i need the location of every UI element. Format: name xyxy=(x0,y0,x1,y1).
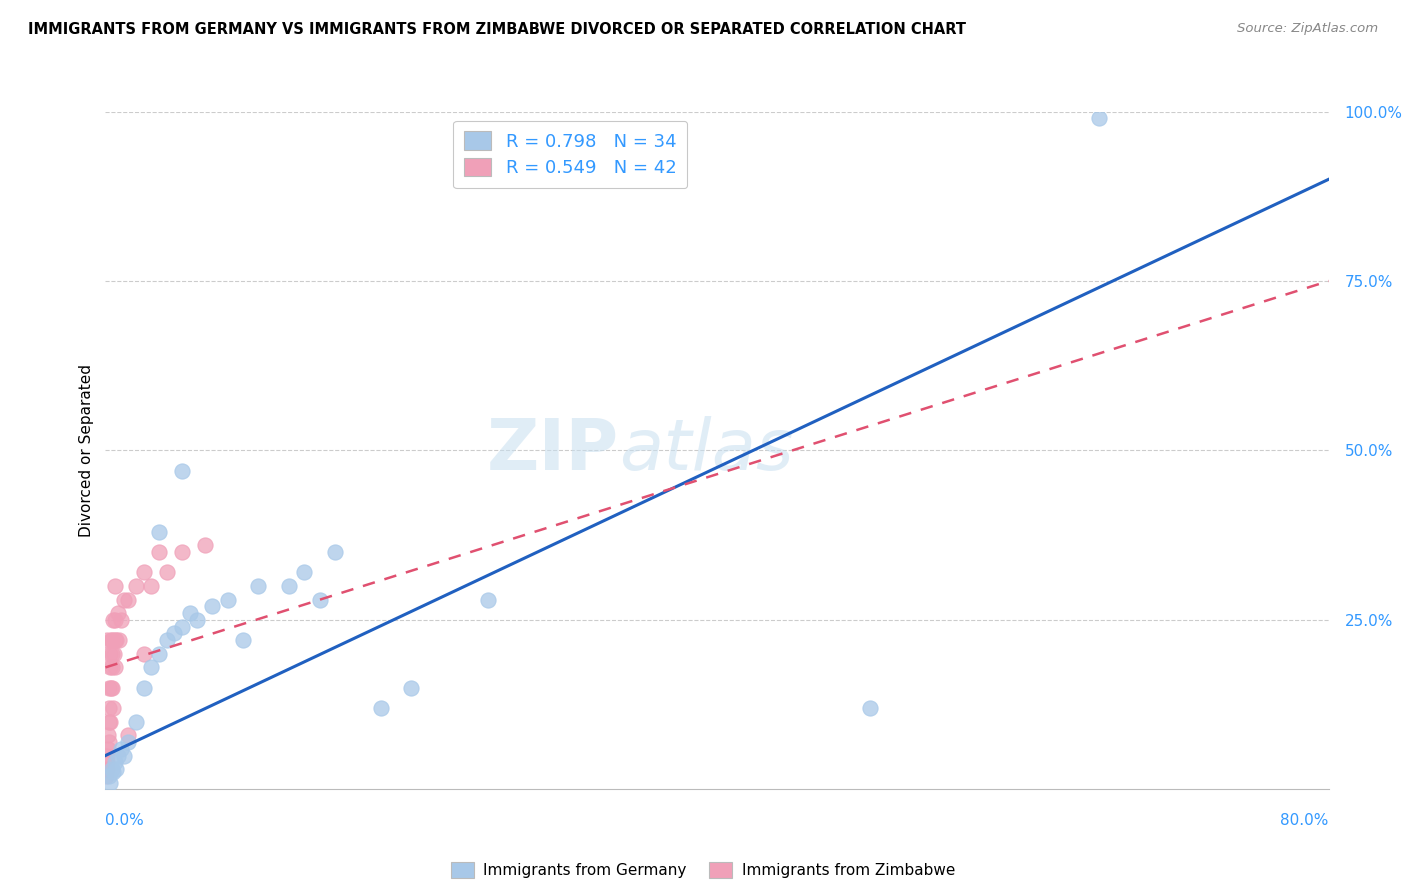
Point xyxy=(98,714,121,729)
Point xyxy=(96,769,118,783)
Point xyxy=(98,775,121,789)
Point xyxy=(97,741,120,756)
Point xyxy=(96,756,118,770)
Point xyxy=(100,681,122,695)
Point xyxy=(107,606,129,620)
Point xyxy=(105,762,128,776)
Text: Source: ZipAtlas.com: Source: ZipAtlas.com xyxy=(1237,22,1378,36)
Point xyxy=(104,660,127,674)
Point xyxy=(278,579,301,593)
Point xyxy=(107,748,129,763)
Text: IMMIGRANTS FROM GERMANY VS IMMIGRANTS FROM ZIMBABWE DIVORCED OR SEPARATED CORREL: IMMIGRANTS FROM GERMANY VS IMMIGRANTS FR… xyxy=(28,22,966,37)
Point xyxy=(98,701,121,715)
Point xyxy=(292,566,315,580)
Point xyxy=(323,545,346,559)
Point xyxy=(98,660,121,674)
Point xyxy=(170,464,193,478)
Point xyxy=(97,728,120,742)
Point xyxy=(101,613,124,627)
Point xyxy=(96,762,118,776)
Point xyxy=(247,579,270,593)
Point xyxy=(399,681,422,695)
Y-axis label: Divorced or Separated: Divorced or Separated xyxy=(79,364,94,537)
Point xyxy=(100,647,122,661)
Point xyxy=(101,765,124,780)
Point xyxy=(110,613,132,627)
Point xyxy=(104,633,127,648)
Text: 80.0%: 80.0% xyxy=(1281,814,1329,828)
Point xyxy=(104,756,127,770)
Point xyxy=(100,660,122,674)
Point xyxy=(132,566,155,580)
Point xyxy=(163,626,186,640)
Point xyxy=(217,592,239,607)
Legend: Immigrants from Germany, Immigrants from Zimbabwe: Immigrants from Germany, Immigrants from… xyxy=(444,856,962,884)
Point xyxy=(112,592,135,607)
Point xyxy=(125,714,148,729)
Point xyxy=(859,701,882,715)
Point xyxy=(148,647,170,661)
Text: ZIP: ZIP xyxy=(486,416,619,485)
Point xyxy=(103,647,125,661)
Point xyxy=(141,579,163,593)
Point xyxy=(97,769,120,783)
Text: 0.0%: 0.0% xyxy=(105,814,145,828)
Point xyxy=(98,647,121,661)
Point xyxy=(108,633,131,648)
Point xyxy=(477,592,499,607)
Point xyxy=(201,599,224,614)
Point xyxy=(105,633,128,648)
Point xyxy=(101,633,124,648)
Point xyxy=(117,728,139,742)
Point xyxy=(101,701,124,715)
Legend: R = 0.798   N = 34, R = 0.549   N = 42: R = 0.798 N = 34, R = 0.549 N = 42 xyxy=(453,120,688,188)
Point xyxy=(125,579,148,593)
Point xyxy=(170,545,193,559)
Point xyxy=(132,681,155,695)
Point xyxy=(194,538,217,552)
Point xyxy=(179,606,201,620)
Text: atlas: atlas xyxy=(619,416,794,485)
Point xyxy=(141,660,163,674)
Point xyxy=(155,633,177,648)
Point xyxy=(132,647,155,661)
Point xyxy=(110,741,132,756)
Point xyxy=(100,762,122,776)
Point xyxy=(96,748,118,763)
Point xyxy=(1088,112,1111,126)
Point xyxy=(97,735,120,749)
Point xyxy=(148,545,170,559)
Point xyxy=(232,633,254,648)
Point xyxy=(186,613,208,627)
Point xyxy=(117,592,139,607)
Point xyxy=(112,748,135,763)
Point xyxy=(101,681,124,695)
Point xyxy=(104,613,127,627)
Point xyxy=(104,579,127,593)
Point xyxy=(96,633,118,648)
Point xyxy=(97,714,120,729)
Point xyxy=(170,620,193,634)
Point xyxy=(308,592,330,607)
Point xyxy=(370,701,392,715)
Point xyxy=(100,633,122,648)
Point xyxy=(148,524,170,539)
Point xyxy=(117,735,139,749)
Point xyxy=(98,681,121,695)
Point xyxy=(155,566,177,580)
